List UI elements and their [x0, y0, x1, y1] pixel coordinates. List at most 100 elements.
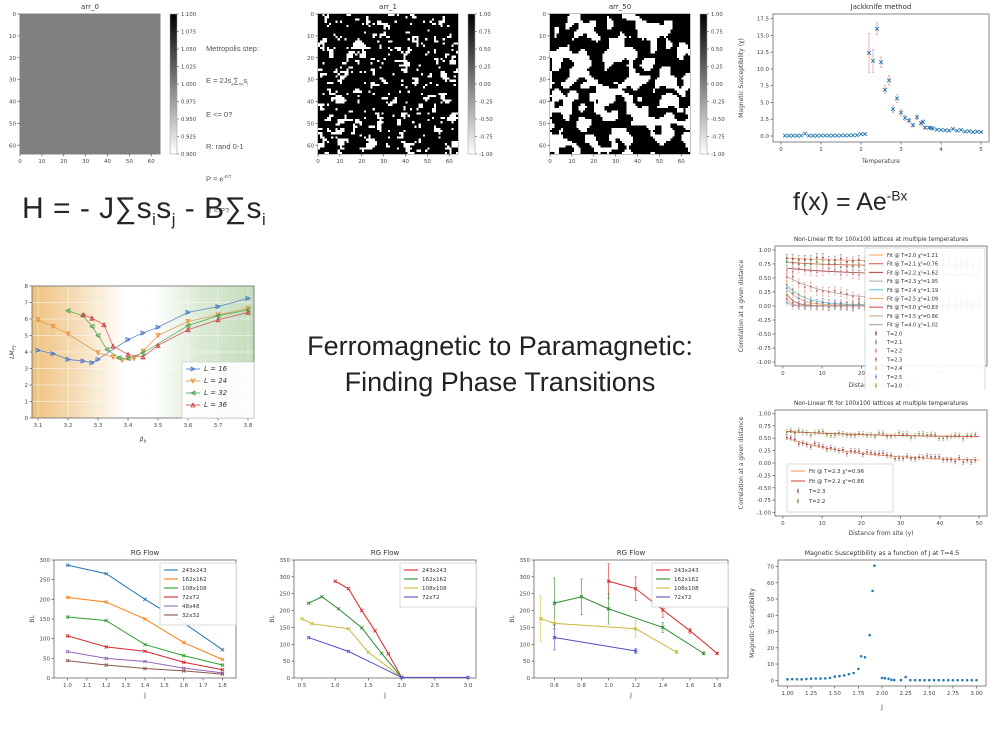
svg-text:0: 0	[781, 521, 785, 527]
svg-text:-0.50: -0.50	[711, 117, 725, 123]
svg-text:-0.50: -0.50	[757, 332, 772, 338]
svg-text:2.5: 2.5	[430, 683, 439, 689]
svg-text:2: 2	[25, 383, 29, 389]
svg-text:250: 250	[520, 592, 531, 598]
svg-text:3.2: 3.2	[64, 423, 73, 429]
svg-text:1.000: 1.000	[181, 82, 197, 88]
svg-text:T=2.3: T=2.3	[886, 357, 902, 363]
svg-text:RG Flow: RG Flow	[617, 549, 646, 557]
svg-text:LMFS: LMFS	[9, 345, 17, 359]
svg-text:0.50: 0.50	[479, 47, 491, 53]
svg-text:50: 50	[976, 521, 983, 527]
svg-text:1.0: 1.0	[63, 683, 72, 689]
slide-title-line-2: Finding Phase Transitions	[344, 367, 656, 397]
svg-text:1.00: 1.00	[759, 411, 772, 417]
svg-text:40: 40	[307, 100, 314, 106]
svg-text:10: 10	[819, 521, 826, 527]
svg-text:40: 40	[767, 613, 774, 619]
metropolis-energy-equation: E = 2Jsa∑nnsi	[206, 76, 249, 87]
svg-text:162x162: 162x162	[674, 577, 699, 583]
svg-text:Fit @ T=2.2 χ²=1.62: Fit @ T=2.2 χ²=1.62	[887, 270, 938, 276]
svg-text:3.6: 3.6	[184, 423, 193, 429]
svg-text:300: 300	[280, 575, 291, 581]
svg-text:200: 200	[280, 609, 291, 615]
svg-text:0.0: 0.0	[760, 134, 769, 140]
svg-text:60: 60	[307, 143, 314, 149]
svg-text:60: 60	[148, 159, 155, 165]
svg-text:T=2.4: T=2.4	[886, 366, 902, 372]
svg-text:30: 30	[9, 78, 16, 84]
svg-text:0.50: 0.50	[759, 436, 772, 442]
svg-text:BL: BL	[269, 615, 276, 623]
svg-text:50: 50	[307, 121, 314, 127]
svg-text:243x243: 243x243	[422, 568, 447, 574]
svg-text:70: 70	[767, 565, 774, 571]
svg-text:-1.00: -1.00	[479, 152, 493, 158]
metropolis-condition-1: E <= 0?	[206, 109, 233, 119]
svg-text:3.3: 3.3	[94, 423, 103, 429]
metropolis-probability-equation: P = e-E/T	[206, 173, 232, 184]
svg-text:1.3: 1.3	[121, 683, 130, 689]
svg-text:50: 50	[424, 159, 431, 165]
svg-text:30: 30	[539, 78, 546, 84]
svg-text:0: 0	[771, 678, 775, 684]
svg-text:T=2.2: T=2.2	[808, 499, 825, 505]
svg-text:0: 0	[316, 159, 320, 165]
svg-text:250: 250	[280, 592, 291, 598]
svg-text:50: 50	[656, 159, 663, 165]
svg-text:20: 20	[590, 159, 597, 165]
svg-text:2.00: 2.00	[876, 691, 889, 697]
heatmap-arr0-initial-lattice: 0 10 20 30 40 50 60 0 10 20 30 40 50 60 arr_0 1.100 1.07…	[6, 2, 220, 174]
svg-text:40: 40	[9, 100, 16, 106]
svg-text:Fit @ T=2.4 χ²=1.19: Fit @ T=2.4 χ²=1.19	[887, 288, 938, 294]
svg-text:J: J	[143, 692, 146, 699]
svg-text:0.25: 0.25	[711, 65, 723, 71]
svg-text:BL: BL	[509, 615, 516, 623]
svg-text:72x72: 72x72	[422, 595, 440, 601]
susceptibility-vs-j-chart: 1.00 1.25 1.50 1.75 2.00 2.25 2.50 2.75 3.00 0 10 2…	[748, 546, 996, 712]
svg-text:3.1: 3.1	[34, 423, 43, 429]
svg-text:3.0: 3.0	[464, 683, 473, 689]
svg-text:Jackknife method: Jackknife method	[850, 3, 912, 11]
svg-text:40: 40	[104, 159, 111, 165]
svg-text:0.50: 0.50	[711, 47, 723, 53]
svg-text:60: 60	[9, 143, 16, 149]
svg-text:L = 32: L = 32	[204, 389, 228, 397]
svg-text:0.75: 0.75	[479, 30, 491, 36]
nonlinear-fit-multi-temperature-chart: 01020304050-1.00-0.75-0.50-0.250.000.250…	[695, 230, 997, 390]
svg-text:15.0: 15.0	[757, 33, 770, 39]
svg-text:162x162: 162x162	[422, 577, 447, 583]
svg-text:1.2: 1.2	[631, 683, 640, 689]
svg-text:J: J	[629, 692, 632, 699]
svg-text:10: 10	[9, 34, 16, 40]
nonlinear-fit-two-temperature-chart: 0 10 20 30 40 50 -1.00 -0.75 -0.50 -0.25 0.00 0.25 0…	[695, 398, 997, 538]
svg-text:350: 350	[520, 558, 531, 564]
svg-text:-0.75: -0.75	[757, 346, 772, 352]
svg-text:72x72: 72x72	[182, 595, 200, 601]
svg-text:1.5: 1.5	[364, 683, 373, 689]
svg-text:243x243: 243x243	[674, 568, 699, 574]
svg-text:300: 300	[40, 558, 51, 564]
metropolis-steps-text: Metropolis step: E = 2Jsa∑nnsi E <= 0? R…	[206, 44, 298, 234]
svg-text:50: 50	[283, 659, 290, 665]
svg-text:T=2.2: T=2.2	[886, 349, 902, 355]
svg-text:3.7: 3.7	[214, 423, 223, 429]
svg-text:Fit @ T=3.0 χ²=0.83: Fit @ T=3.0 χ²=0.83	[887, 305, 938, 311]
svg-text:0.50: 0.50	[759, 276, 772, 282]
svg-text:20: 20	[307, 56, 314, 62]
svg-text:L = 16: L = 16	[204, 365, 228, 373]
svg-text:1.00: 1.00	[759, 248, 772, 254]
svg-text:0.6: 0.6	[550, 683, 559, 689]
svg-text:7: 7	[25, 301, 29, 307]
svg-text:0.975: 0.975	[181, 100, 196, 106]
svg-text:Non-Linear fit for 100x100 lat: Non-Linear fit for 100x100 lattices at m…	[794, 401, 968, 407]
svg-text:Fit @ T=3.5 χ²=0.86: Fit @ T=3.5 χ²=0.86	[887, 314, 938, 320]
svg-text:Magnetic Susceptibility: Magnetic Susceptibility	[749, 588, 756, 658]
svg-text:40: 40	[936, 521, 943, 527]
svg-text:17.5: 17.5	[757, 17, 770, 23]
svg-text:RG Flow: RG Flow	[371, 549, 400, 557]
svg-text:-0.25: -0.25	[711, 100, 725, 106]
svg-text:3.4: 3.4	[124, 423, 133, 429]
svg-text:40: 40	[539, 100, 546, 106]
svg-text:1.8: 1.8	[713, 683, 722, 689]
